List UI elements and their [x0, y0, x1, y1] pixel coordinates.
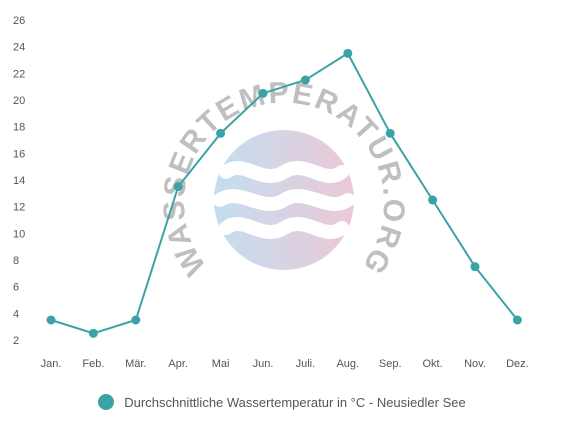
x-tick-label: Mär.	[125, 358, 146, 370]
data-point[interactable]	[46, 315, 56, 325]
data-point[interactable]	[300, 75, 310, 85]
watermark: WASSERTEMPERATUR.ORG	[158, 76, 409, 281]
data-point[interactable]	[385, 128, 395, 138]
x-tick-label: Okt.	[423, 358, 443, 370]
y-tick-label: 18	[13, 122, 25, 134]
y-tick-label: 16	[13, 148, 25, 160]
x-tick-label: Jun.	[253, 358, 274, 370]
data-point[interactable]	[258, 88, 268, 98]
data-point[interactable]	[88, 328, 98, 338]
data-point[interactable]	[131, 315, 141, 325]
y-tick-label: 4	[13, 308, 19, 320]
x-tick-label: Mai	[212, 358, 230, 370]
legend-label: Durchschnittliche Wassertemperatur in °C…	[124, 394, 466, 410]
legend: Durchschnittliche Wassertemperatur in °C…	[0, 394, 564, 410]
x-tick-label: Dez.	[506, 358, 529, 370]
series-points	[46, 48, 522, 338]
data-point[interactable]	[428, 195, 438, 205]
y-tick-label: 2	[13, 335, 19, 347]
y-tick-label: 12	[13, 202, 25, 214]
water-temperature-chart: WASSERTEMPERATUR.ORG 2468101214161820222…	[13, 15, 529, 370]
data-point[interactable]	[173, 182, 183, 192]
data-point[interactable]	[216, 128, 226, 138]
y-tick-label: 14	[13, 175, 25, 187]
x-axis: Jan. Feb. Mär. Apr. Mai Jun. Juli. Aug. Sep. Okt.…	[41, 358, 529, 370]
series-line	[50, 51, 519, 335]
y-tick-label: 24	[13, 42, 25, 54]
x-tick-label: Jan.	[41, 358, 62, 370]
waves-icon	[213, 160, 355, 240]
y-tick-label: 20	[13, 95, 25, 107]
x-tick-label: Juli.	[296, 358, 316, 370]
y-tick-label: 10	[13, 228, 25, 240]
x-tick-label: Apr.	[168, 358, 188, 370]
data-point[interactable]	[512, 315, 522, 325]
data-point[interactable]	[343, 48, 353, 58]
legend-marker	[98, 394, 115, 410]
x-tick-label: Aug.	[336, 358, 359, 370]
x-tick-label: Sep.	[379, 358, 402, 370]
x-tick-label: Nov.	[464, 358, 486, 370]
y-tick-label: 6	[13, 282, 19, 294]
y-tick-label: 8	[13, 255, 19, 267]
data-point[interactable]	[470, 262, 480, 272]
x-tick-label: Feb.	[82, 358, 104, 370]
y-tick-label: 22	[13, 68, 25, 80]
y-tick-label: 26	[13, 15, 25, 27]
